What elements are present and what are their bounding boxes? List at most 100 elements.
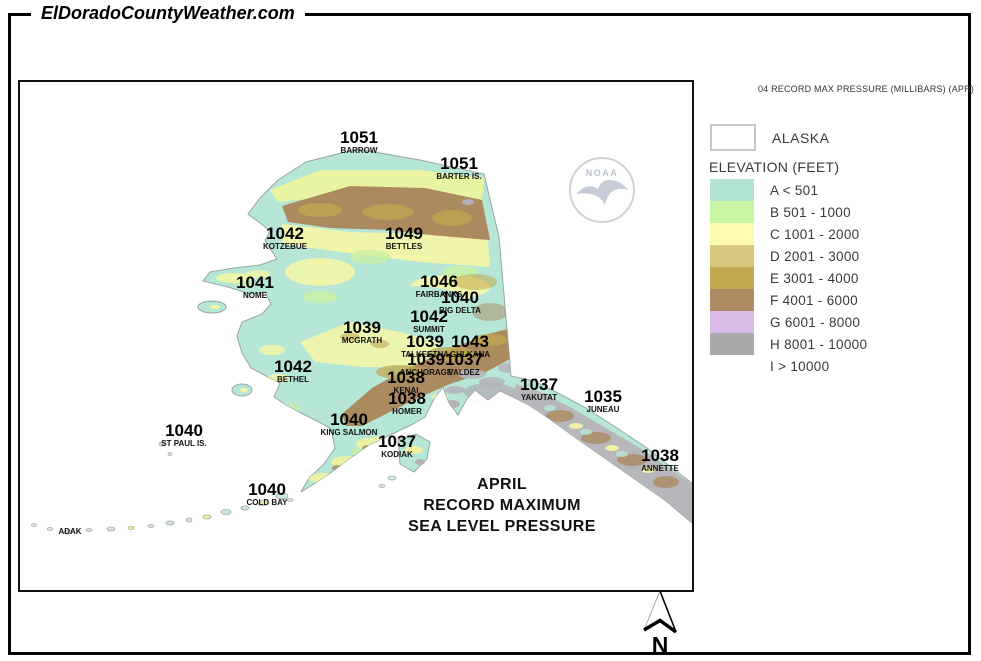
station-kodiak: 1037 KODIAK — [342, 433, 452, 459]
station-juneau: 1035 JUNEAU — [548, 388, 658, 414]
north-arrow: N — [637, 589, 683, 657]
legend-class-row: A < 501 — [710, 179, 976, 201]
station-value: 1051 — [440, 154, 478, 173]
legend-class-swatch — [710, 245, 754, 267]
legend-class-label: H 8001 - 10000 — [770, 336, 868, 352]
legend-class-label: I > 10000 — [770, 358, 830, 374]
legend-elevation-title: ELEVATION (FEET) — [709, 159, 840, 175]
legend-class-label: B 501 - 1000 — [770, 204, 851, 220]
legend-class-row: I > 10000 — [710, 355, 976, 377]
legend-class-label: C 1001 - 2000 — [770, 226, 860, 242]
station-kenai: 1038 KENAI — [351, 369, 461, 395]
station-name: BARTER IS. — [436, 172, 482, 181]
north-arrow-icon — [643, 590, 678, 634]
noaa-logo: NOAA — [569, 157, 635, 223]
station-value: 1038 — [387, 368, 425, 387]
station-value: 1041 — [236, 273, 274, 292]
alaska-region-label: ALASKA — [772, 129, 830, 146]
station-value: 1037 — [378, 432, 416, 451]
station-name: BETTLES — [385, 242, 423, 251]
station-value: 1039 — [406, 332, 444, 351]
station-value: 1037 — [445, 350, 483, 369]
station-kotzebue: 1042 KOTZEBUE — [230, 225, 340, 251]
station-value: 1039 — [407, 350, 445, 369]
station-name: VALDEZ — [448, 368, 480, 377]
station-name: KENAI — [393, 386, 419, 395]
station-name: KING SALMON — [320, 428, 378, 437]
legend-class-swatch — [710, 267, 754, 289]
station-value: 1040 — [165, 421, 203, 440]
legend-class-label: F 4001 - 6000 — [770, 292, 858, 308]
legend-class-label: G 6001 - 8000 — [770, 314, 861, 330]
station-cold-bay: 1040 COLD BAY — [212, 481, 322, 507]
north-label: N — [651, 632, 669, 658]
station-fairbanks: 1046 FAIRBANKS — [384, 273, 494, 299]
station-st-paul-is-: 1040 ST PAUL IS. — [129, 422, 239, 448]
station-annette: 1038 ANNETTE — [605, 446, 692, 473]
station-value: 1035 — [584, 387, 622, 406]
station-adak: ADAK — [20, 527, 125, 536]
legend-class-swatch — [710, 355, 754, 377]
station-anchorage: 1039 ANCHORAGE — [371, 351, 481, 377]
station-valdez: 1037 VALDEZ — [409, 351, 519, 377]
legend-class-row: E 3001 - 4000 — [710, 267, 976, 289]
station-name: BIG DELTA — [439, 306, 481, 315]
station-king-salmon: 1040 KING SALMON — [294, 411, 404, 437]
legend-class-swatch — [710, 179, 754, 201]
station-big-delta: 1040 BIG DELTA — [405, 289, 515, 315]
station-name: COLD BAY — [246, 498, 288, 507]
station-value: 1049 — [385, 224, 423, 243]
legend-class-row: B 501 - 1000 — [710, 201, 976, 223]
station-name: ADAK — [58, 527, 82, 536]
station-barrow: 1051 BARROW — [304, 129, 414, 155]
legend-class-label: E 3001 - 4000 — [770, 270, 859, 286]
alaska-terrain-graphic — [31, 148, 692, 535]
station-value: 1040 — [248, 480, 286, 499]
station-name: YAKUTAT — [520, 393, 558, 402]
legend-class-swatch — [710, 223, 754, 245]
page-border — [8, 13, 971, 655]
station-homer: 1038 HOMER — [352, 390, 462, 416]
station-name: MCGRATH — [341, 336, 383, 345]
legend-class-row: C 1001 - 2000 — [710, 223, 976, 245]
station-mcgrath: 1039 MCGRATH — [307, 319, 417, 345]
station-gulkana: 1043 GULKANA — [415, 333, 525, 359]
station-value: 1051 — [340, 128, 378, 147]
station-yakutat: 1037 YAKUTAT — [484, 376, 594, 402]
station-bethel: 1042 BETHEL — [238, 358, 348, 384]
station-name: NOME — [243, 291, 267, 300]
station-value: 1039 — [343, 318, 381, 337]
station-name: SUMMIT — [413, 325, 445, 334]
legend-class-row: D 2001 - 3000 — [710, 245, 976, 267]
station-value: 1037 — [520, 375, 558, 394]
station-value: 1038 — [641, 446, 679, 465]
station-name: BETHEL — [277, 375, 309, 384]
station-value: 1042 — [410, 307, 448, 326]
station-bettles: 1049 BETTLES — [349, 225, 459, 251]
station-name: TALKEETNA — [401, 350, 449, 359]
station-value: 1042 — [274, 357, 312, 376]
site-title: ElDoradoCountyWeather.com — [31, 3, 305, 24]
legend-class-list: A < 501 B 501 - 1000 C 1001 - 2000 D 2001 -… — [710, 179, 976, 377]
station-name: KODIAK — [381, 450, 413, 459]
noaa-logo-text: NOAA — [585, 168, 619, 178]
alaska-map: NOAA 1051 BARROW 1051 BARTER IS. 1042 KOTZEBU… — [18, 80, 694, 592]
map-title: APRIL RECORD MAXIMUM SEA LEVEL PRESSURE — [397, 474, 607, 537]
station-name: GULKANA — [450, 350, 490, 359]
alaska-region-swatch — [710, 124, 756, 151]
station-name: JUNEAU — [586, 405, 620, 414]
noaa-bird-icon — [576, 179, 628, 205]
station-name: KOTZEBUE — [263, 242, 307, 251]
station-name: ANNETTE — [641, 464, 679, 473]
legend-class-label: D 2001 - 3000 — [770, 248, 860, 264]
legend-class-swatch — [710, 333, 754, 355]
station-value: 1042 — [266, 224, 304, 243]
station-name: ANCHORAGE — [399, 368, 453, 377]
legend-class-row: F 4001 - 6000 — [710, 289, 976, 311]
legend: 04 RECORD MAX PRESSURE (MILLIBARS) (APR)… — [700, 84, 976, 377]
map-title-line: SEA LEVEL PRESSURE — [408, 518, 596, 535]
station-name: HOMER — [392, 407, 422, 416]
legend-class-label: A < 501 — [770, 182, 819, 198]
legend-class-swatch — [710, 311, 754, 333]
